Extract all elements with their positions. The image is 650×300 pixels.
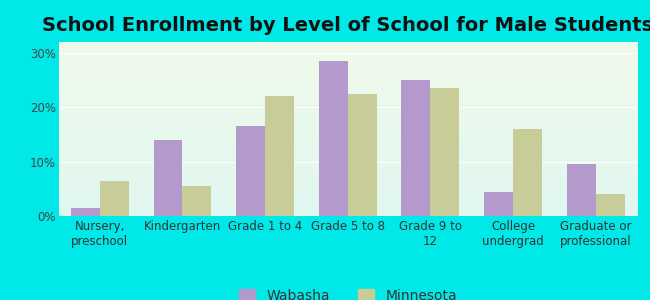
Bar [183,186,211,216]
Bar [236,126,265,216]
Bar [318,61,348,216]
Bar [402,80,430,216]
Title: School Enrollment by Level of School for Male Students: School Enrollment by Level of School for… [42,16,650,35]
Bar [71,208,100,216]
Bar [348,94,377,216]
Bar [513,129,542,216]
Bar [430,88,460,216]
Bar [567,164,595,216]
Bar [153,140,183,216]
Bar [265,96,294,216]
Bar [484,191,513,216]
Bar [100,181,129,216]
Legend: Wabasha, Minnesota: Wabasha, Minnesota [239,289,457,300]
Bar [595,194,625,216]
